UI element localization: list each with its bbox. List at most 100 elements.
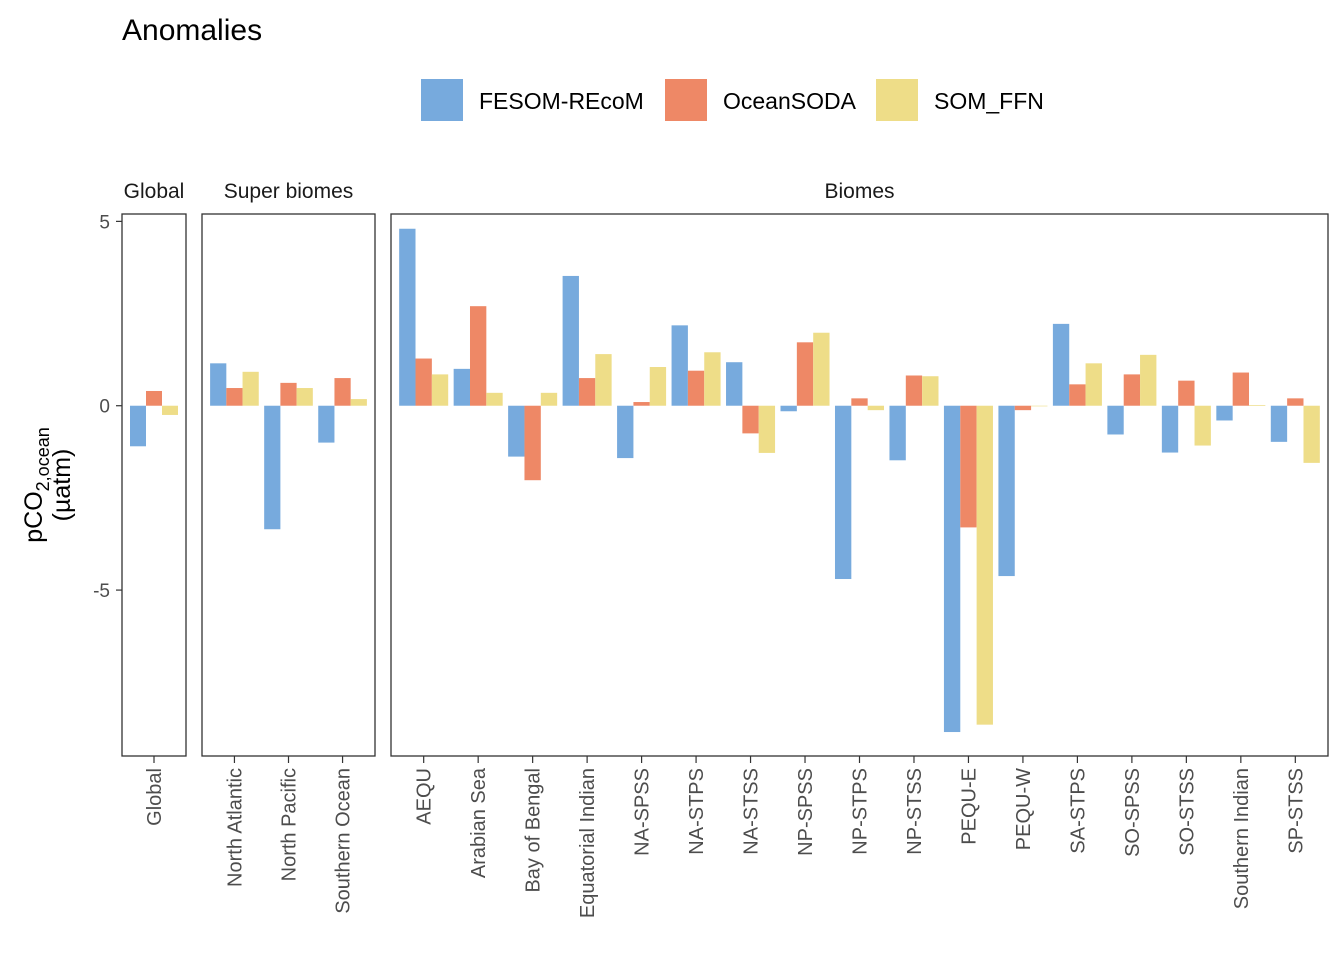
panel-border	[121, 213, 187, 757]
bar-som-ffn-np-stps	[867, 405, 885, 411]
panels: Global Global Super biomes North Atlantic No…	[121, 180, 1329, 918]
bar-som-ffn-pequ-w	[1031, 405, 1048, 407]
panel-border	[201, 213, 376, 757]
bar-som-ffn-southern-indian	[1249, 404, 1266, 406]
y-tick-label: -5	[93, 581, 110, 602]
bar-fesom-recom-aequ	[399, 228, 416, 406]
bar-som-ffn-na-stps	[704, 352, 721, 406]
bar-fesom-recom-so-spss	[1107, 405, 1124, 435]
x-tick-label: PEQU-E	[958, 768, 980, 845]
bar-oceansoda-arabian-sea	[469, 306, 487, 406]
x-tick-label: Southern Ocean	[333, 768, 355, 914]
y-axis-title-subscript: 2,ocean	[33, 427, 53, 491]
bar-oceansoda-southern-indian	[1232, 372, 1250, 406]
bar-oceansoda-na-spss	[633, 402, 650, 406]
bar-som-ffn-aequ	[431, 374, 449, 406]
legend: FESOM-REcoM OceanSODA SOM_FFN	[421, 79, 1044, 121]
panel-strip-title: Super biomes	[224, 180, 354, 203]
x-tick-label: Arabian Sea	[468, 767, 490, 878]
y-tick-label: 5	[99, 212, 110, 233]
panel-super-biomes: Super biomes North Atlantic North Pacific S…	[201, 180, 376, 914]
bar-som-ffn-bay-of-bengal	[540, 392, 558, 406]
bar-oceansoda-aequ	[415, 358, 432, 406]
panel-border	[390, 213, 1329, 757]
bar-oceansoda-so-stss	[1178, 380, 1195, 406]
bar-oceansoda-na-stss	[742, 405, 759, 434]
bar-som-ffn-pequ-e	[976, 405, 993, 725]
x-tick-label: SO-STSS	[1176, 768, 1198, 856]
legend-label-oceansoda: OceanSODA	[723, 88, 857, 114]
x-tick-label: SO-SPSS	[1122, 768, 1144, 857]
bar-som-ffn-na-stss	[758, 405, 776, 453]
bar-fesom-recom-southern-indian	[1216, 405, 1233, 421]
y-axis-title-main: pCO	[20, 491, 48, 542]
y-axis-title: pCO2,ocean (µatm)	[20, 427, 76, 542]
bar-som-ffn-global	[162, 405, 178, 415]
bar-fesom-recom-bay-of-bengal	[508, 405, 525, 457]
bar-fesom-recom-global	[130, 405, 146, 447]
bar-fesom-recom-na-stss	[726, 362, 743, 406]
x-tick-label: NP-STPS	[850, 768, 872, 855]
bar-som-ffn-sa-stps	[1085, 363, 1102, 406]
bar-fesom-recom-np-stps	[834, 405, 852, 580]
bar-oceansoda-north-atlantic	[226, 388, 243, 406]
x-tick-label: Equatorial Indian	[577, 768, 599, 918]
bar-fesom-recom-np-stss	[889, 405, 906, 461]
panel-strip-title: Biomes	[824, 180, 894, 203]
panel-biomes: Biomes AEQU Arabian Sea Bay of Bengal Equato…	[390, 180, 1329, 918]
bar-oceansoda-pequ-w	[1014, 405, 1032, 411]
x-tick-label: NA-STPS	[686, 768, 708, 855]
x-tick-label: North Pacific	[279, 768, 301, 881]
bar-som-ffn-np-stss	[922, 376, 939, 406]
bar-fesom-recom-sa-stps	[1052, 323, 1070, 406]
bar-fesom-recom-na-stps	[671, 325, 688, 406]
y-axis: 5 0 -5	[93, 212, 122, 602]
panel-strip-title: Global	[124, 180, 185, 203]
legend-label-som-ffn: SOM_FFN	[934, 88, 1044, 114]
x-tick-label: NP-SPSS	[795, 768, 817, 856]
bar-fesom-recom-pequ-w	[998, 405, 1015, 577]
bar-som-ffn-north-atlantic	[242, 371, 259, 406]
bar-oceansoda-np-spss	[796, 342, 814, 406]
bar-som-ffn-equatorial-indian	[595, 354, 612, 406]
bar-som-ffn-sp-stss	[1303, 405, 1320, 463]
x-tick-label: PEQU-W	[1013, 768, 1035, 850]
bar-oceansoda-np-stps	[851, 398, 868, 406]
x-tick-label: Southern Indian	[1231, 768, 1253, 909]
bar-oceansoda-na-stps	[687, 370, 705, 406]
bar-som-ffn-na-spss	[649, 367, 667, 406]
svg-text:pCO2,ocean: pCO2,ocean	[20, 427, 53, 542]
bar-som-ffn-southern-ocean	[350, 399, 367, 406]
chart-title: Anomalies	[122, 14, 262, 47]
y-tick-label: 0	[99, 397, 110, 418]
bar-som-ffn-so-spss	[1140, 354, 1157, 406]
bar-fesom-recom-na-spss	[617, 405, 634, 459]
bar-oceansoda-pequ-e	[960, 405, 977, 528]
x-tick-label: NA-SPSS	[632, 768, 654, 856]
bar-oceansoda-bay-of-bengal	[524, 405, 541, 481]
bar-som-ffn-np-spss	[813, 332, 830, 406]
bar-fesom-recom-sp-stss	[1270, 405, 1288, 442]
bar-oceansoda-so-spss	[1123, 374, 1141, 406]
bar-oceansoda-sa-stps	[1069, 384, 1086, 406]
x-tick-label: NP-STSS	[904, 768, 926, 855]
bar-fesom-recom-north-pacific	[264, 405, 281, 530]
bar-oceansoda-north-pacific	[280, 382, 297, 406]
bar-som-ffn-so-stss	[1194, 405, 1211, 446]
y-axis-title-unit: (µatm)	[48, 449, 76, 522]
bar-som-ffn-arabian-sea	[486, 392, 503, 406]
bar-fesom-recom-southern-ocean	[318, 405, 335, 443]
legend-label-fesom-recom: FESOM-REcoM	[479, 88, 644, 114]
bar-oceansoda-sp-stss	[1287, 398, 1304, 406]
bar-fesom-recom-equatorial-indian	[562, 275, 579, 406]
bar-fesom-recom-np-spss	[780, 405, 797, 412]
x-tick-label: Bay of Bengal	[523, 768, 545, 893]
bar-fesom-recom-north-atlantic	[210, 363, 227, 406]
x-tick-label: AEQU	[414, 768, 436, 825]
legend-swatch-som-ffn	[876, 79, 918, 121]
bar-fesom-recom-pequ-e	[943, 405, 961, 733]
bar-oceansoda-southern-ocean	[334, 378, 351, 406]
x-tick-label: North Atlantic	[224, 768, 246, 887]
bar-oceansoda-np-stss	[905, 375, 923, 406]
